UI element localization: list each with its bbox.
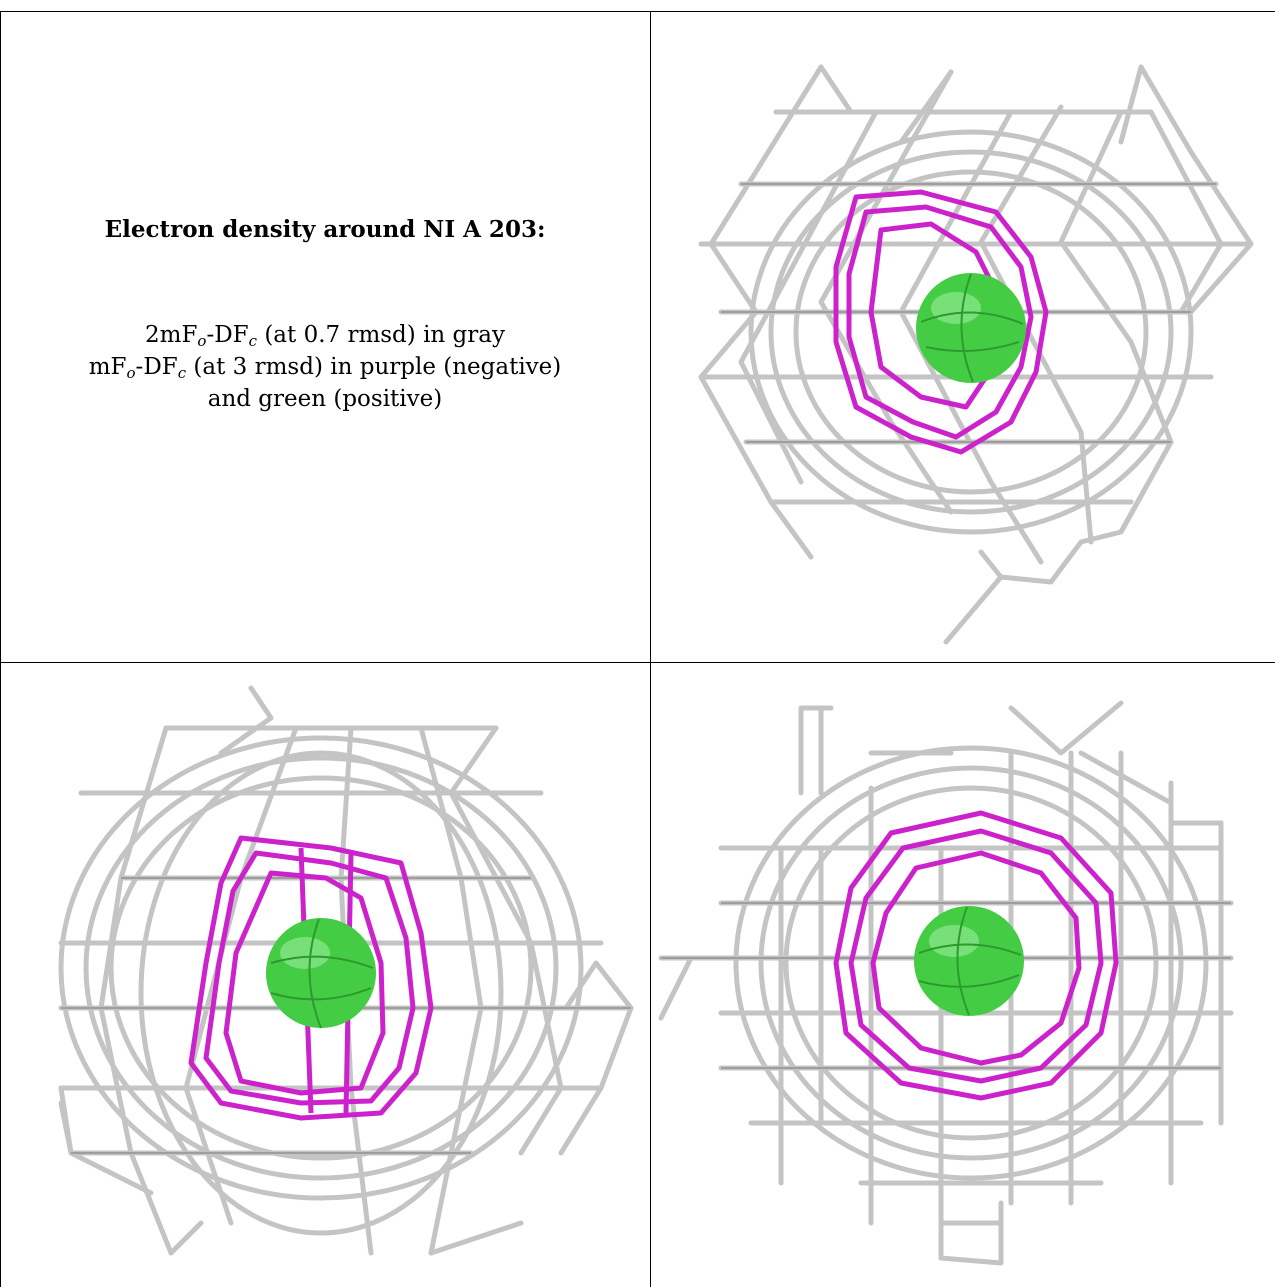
border-middle-horizontal [0,662,1275,663]
density-mesh-image [698,64,1254,645]
density-view-top-right [651,12,1275,662]
caption-line-3: and green (positive) [207,386,443,412]
green-sphere [916,273,1026,383]
caption-line-1: 2mFo-DFc (at 0.7 rmsd) in gray [145,322,505,350]
density-mesh-image [58,685,634,1256]
border-left [0,11,1,1287]
density-view-bottom-left [1,663,650,1287]
border-top [0,11,1275,12]
border-middle-vertical [650,11,651,1287]
caption-line-2: mFo-DFc (at 3 rmsd) in purple (negative) [88,354,562,382]
gray-mesh [698,64,1254,645]
caption-cell: Electron density around NI A 203: 2mFo-D… [0,0,650,662]
caption-title: Electron density around NI A 203: [104,216,546,243]
density-mesh-image [658,700,1234,1266]
density-view-bottom-right [651,663,1275,1287]
purple-mesh [833,189,1049,455]
